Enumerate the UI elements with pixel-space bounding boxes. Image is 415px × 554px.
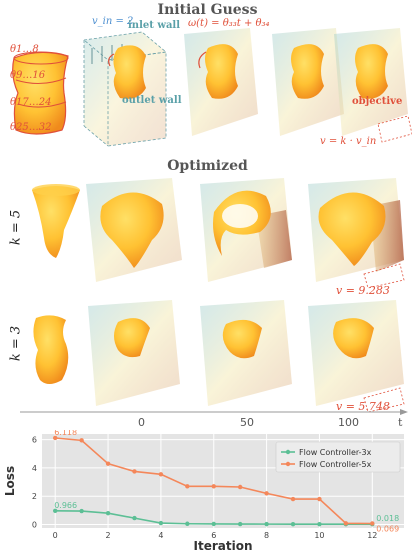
data-point [211, 521, 216, 527]
data-point [105, 510, 111, 516]
objective-formula: v = k · v_in [320, 136, 377, 147]
theta-label-1: θ1…8 [10, 44, 39, 55]
legend-box [275, 441, 401, 473]
row-label-k5: k = 5 [8, 209, 24, 246]
optimized-k3-panel-1 [88, 300, 180, 406]
data-point [132, 469, 137, 474]
data-point [290, 496, 296, 502]
data-point [132, 515, 137, 521]
data-point [370, 521, 375, 526]
theta-label-2: θ9…16 [10, 70, 46, 81]
row-label-k3: k = 3 [8, 325, 24, 362]
optimized-shape-k5 [32, 184, 80, 258]
legend-marker [285, 461, 291, 467]
theta-label-4: θ25…32 [10, 122, 52, 133]
initial-flow-panel-2 [184, 28, 258, 136]
x-tick-label: 6 [211, 531, 216, 540]
x-tick-label: 10 [314, 531, 324, 540]
x-tick-label: 4 [158, 531, 163, 540]
time-tick-100: 100 [338, 416, 359, 429]
data-point [290, 521, 296, 527]
data-point [343, 521, 349, 526]
data-point [237, 521, 243, 527]
y-axis-label: Loss [3, 466, 17, 496]
inlet-velocity-label: v_in = 2 [92, 16, 134, 27]
series-start-label: 6.118 [54, 430, 77, 437]
initial-guess-title: Initial Guess [157, 2, 258, 18]
angular-velocity-formula: ω(t) = θ₃₃t + θ₃₄ [188, 18, 270, 29]
x-tick-label: 12 [367, 531, 377, 540]
x-tick-label: 0 [53, 531, 58, 540]
data-point [237, 484, 243, 490]
optimized-title: Optimized [167, 158, 248, 174]
legend-entry: Flow Controller-5x [299, 460, 372, 469]
x-tick-label: 8 [264, 531, 269, 540]
optimized-k3-panel-2 [200, 300, 292, 406]
data-point [53, 508, 58, 514]
data-point [79, 508, 84, 514]
data-point [185, 484, 190, 489]
time-axis [20, 409, 408, 415]
data-point [264, 491, 269, 496]
initial-flow-panel-3 [272, 28, 344, 136]
objective-label: objective [352, 96, 403, 107]
x-axis-label: Iteration [194, 539, 253, 553]
final-velocity-k3: v = 5.748 [336, 400, 390, 413]
series-end-label: 0.069 [376, 524, 399, 533]
loss-chart: 0.966 0.018 6.118 0.069 0 2 4 6 8 10 12 0 2 4 6 Flow … [3, 430, 404, 553]
data-point [317, 521, 322, 527]
data-point [79, 438, 84, 443]
series-end-label: 0.018 [376, 514, 399, 523]
optimized-k3-panel-3 [308, 300, 405, 413]
time-tick-50: 50 [240, 416, 254, 429]
data-point [317, 496, 322, 502]
inlet-wall-label: inlet wall [128, 20, 181, 31]
series-start-label: 0.966 [54, 501, 77, 510]
data-point [185, 521, 190, 526]
data-point [158, 520, 164, 526]
y-tick-label: 2 [32, 492, 37, 501]
y-tick-label: 6 [32, 436, 37, 445]
legend-marker [285, 449, 291, 455]
theta-label-3: θ17…24 [10, 97, 52, 108]
data-point [264, 521, 269, 527]
optimized-k5-panel-3 [308, 178, 405, 289]
data-point [158, 472, 164, 477]
y-tick-label: 4 [32, 464, 37, 473]
optimized-k5-panel-1 [86, 178, 182, 282]
optimized-k5-panel-2 [200, 178, 292, 282]
y-tick-label: 0 [32, 520, 37, 529]
outlet-wall-label: outlet wall [122, 95, 182, 106]
time-axis-label: t [398, 416, 403, 429]
parameterized-shape [12, 51, 69, 135]
initial-flow-panel-4 [334, 28, 412, 143]
data-point [211, 484, 216, 489]
initial-setup-panel [83, 31, 167, 147]
time-tick-0: 0 [138, 416, 145, 429]
data-point [105, 461, 111, 466]
legend-entry: Flow Controller-3x [299, 448, 372, 457]
optimized-shape-k3 [33, 315, 69, 384]
x-tick-label: 2 [106, 531, 111, 540]
final-velocity-k5: v = 9.283 [336, 284, 390, 297]
data-point [53, 435, 58, 441]
